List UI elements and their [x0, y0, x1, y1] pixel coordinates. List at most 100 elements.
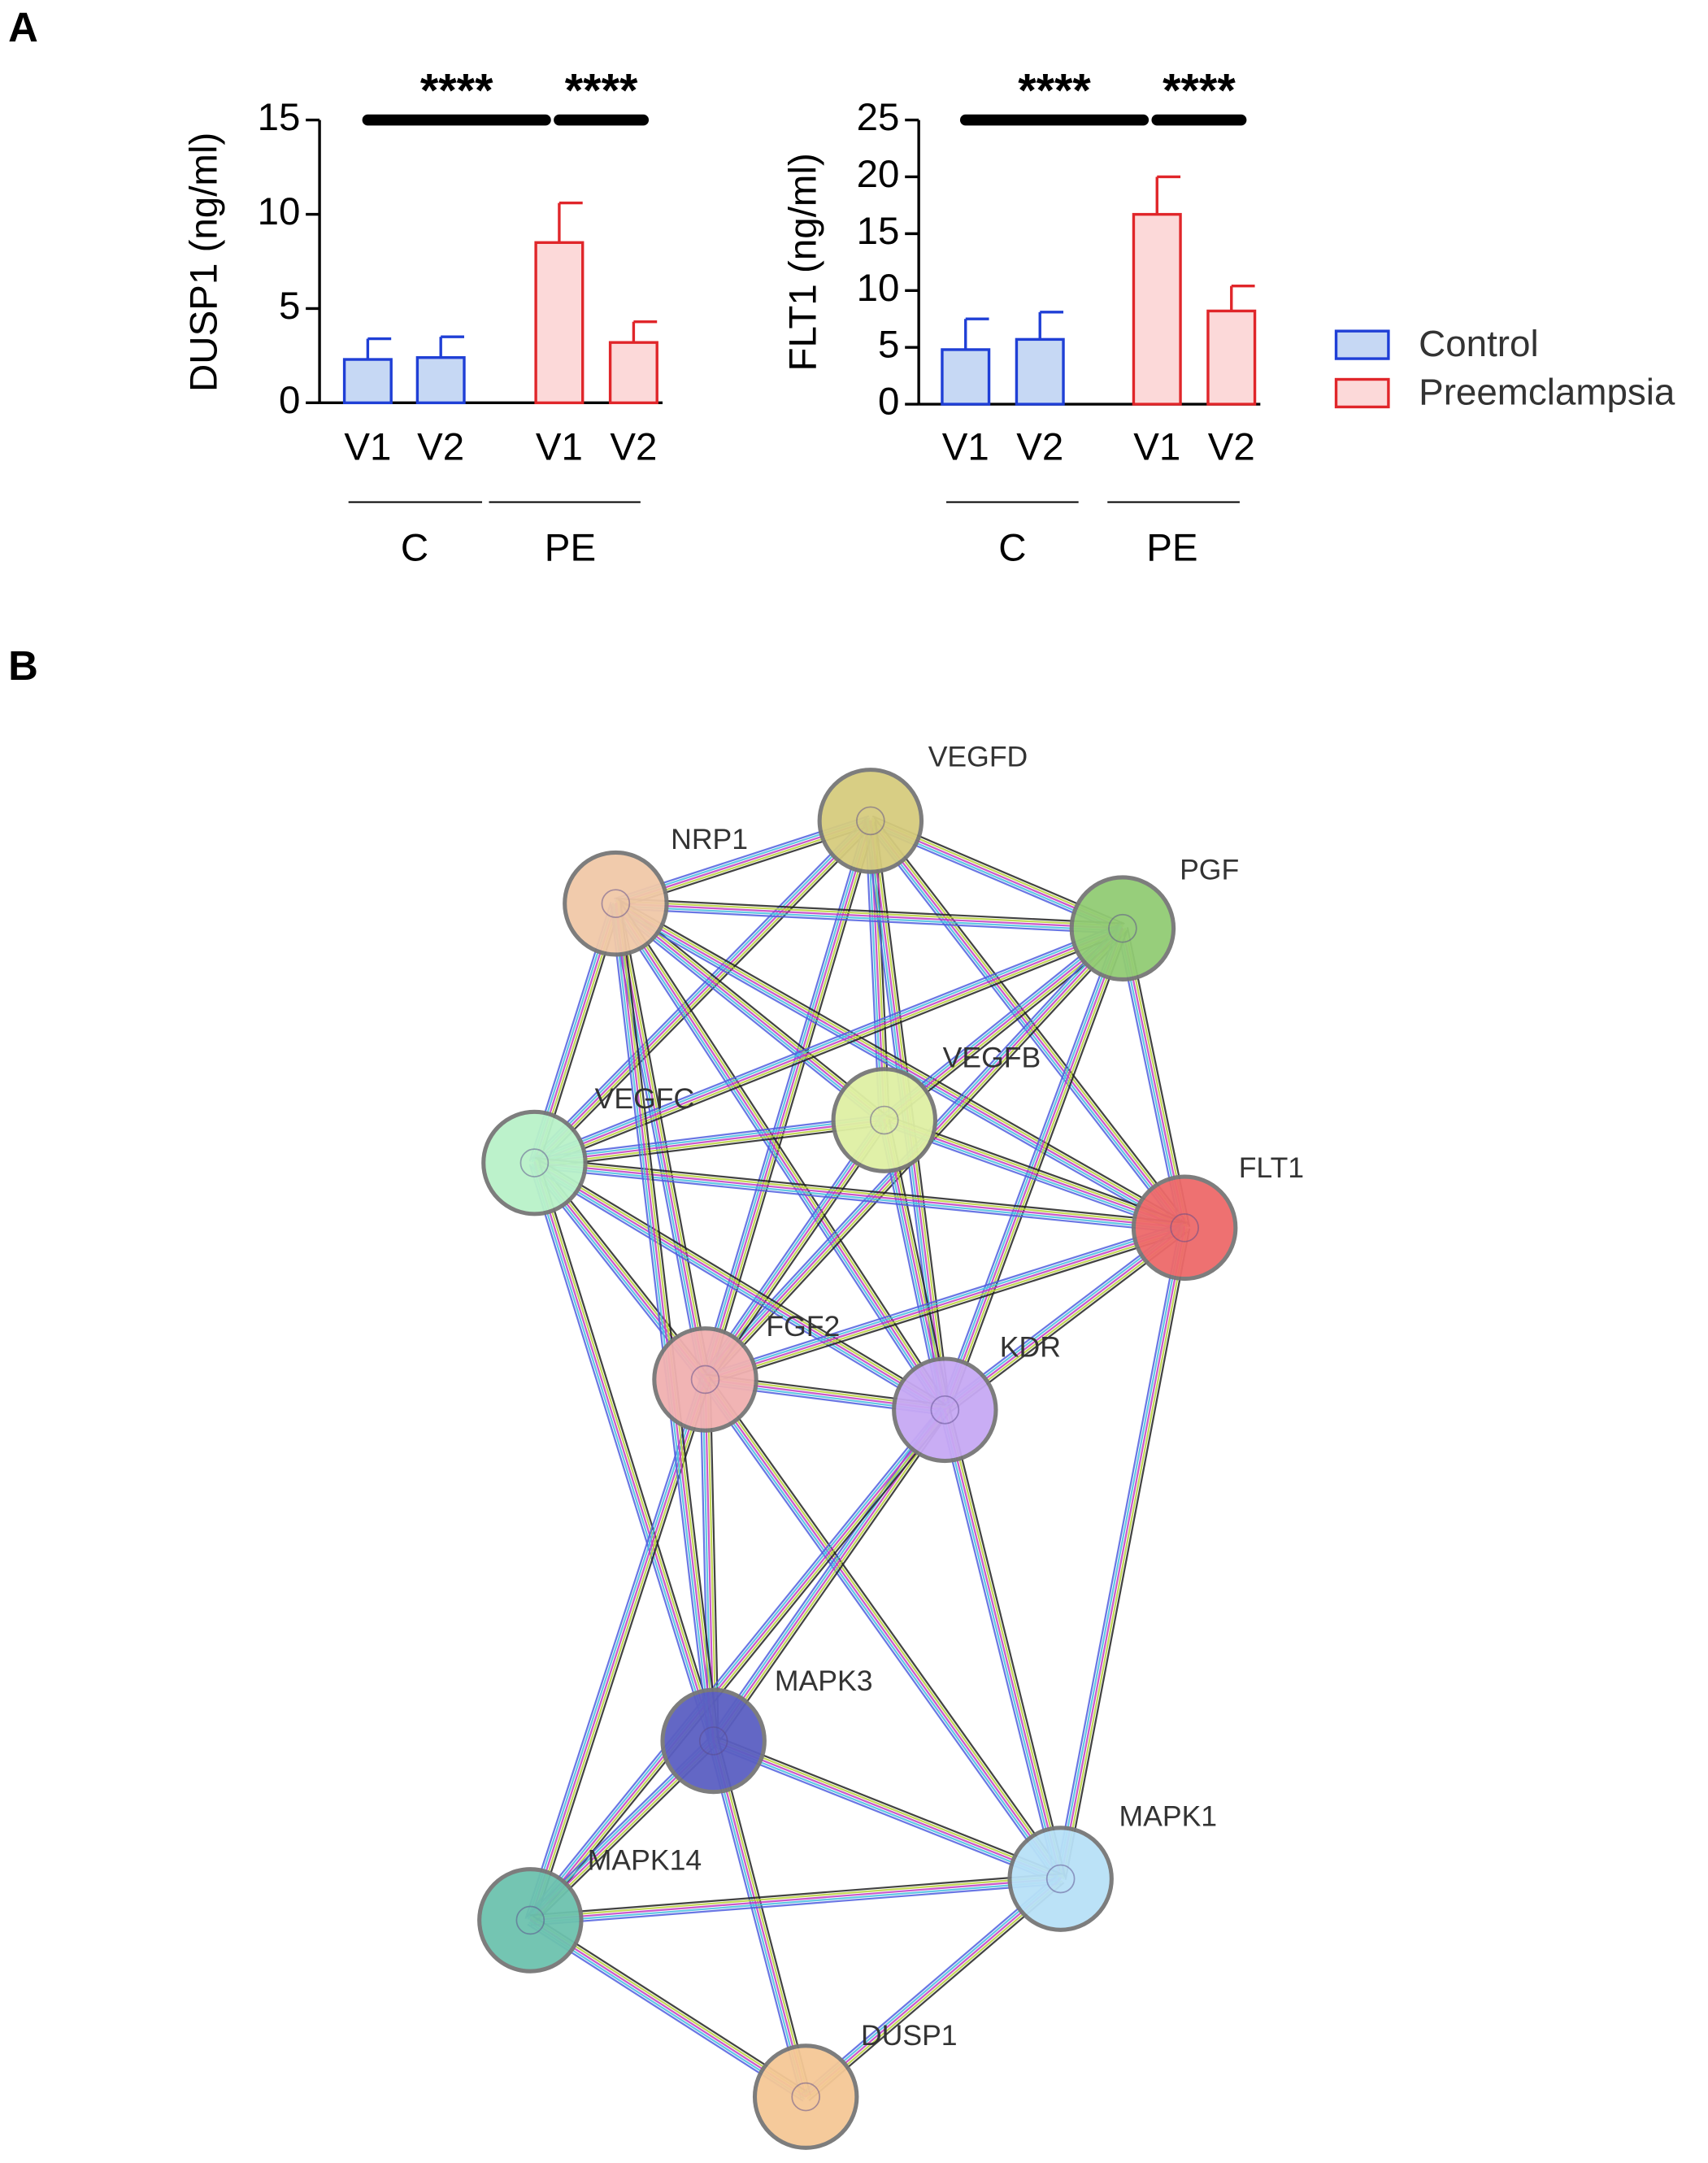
edge: [702, 1380, 1060, 1881]
bar: [1132, 212, 1182, 406]
y-tick-label: 25: [857, 96, 900, 139]
edge: [611, 907, 882, 1125]
edge: [703, 1221, 1184, 1376]
legend-label: Preemclampsia: [1419, 371, 1675, 412]
node: [831, 1067, 938, 1173]
edge: [532, 1915, 810, 2094]
edge: [534, 1380, 711, 1922]
legend-swatch: [1334, 329, 1390, 360]
y-tick-label: 0: [279, 379, 300, 422]
node-label: VEGFB: [943, 1041, 1041, 1073]
edge: [534, 927, 1123, 1164]
significance-label: ****: [1163, 65, 1236, 117]
x-tick-label: V1: [536, 426, 583, 469]
edge: [708, 1376, 1066, 1877]
x-tick-label: V1: [942, 426, 989, 469]
significance-label: ****: [565, 65, 638, 117]
edge: [532, 925, 1123, 1162]
node: [481, 1109, 588, 1216]
node-inner: [601, 889, 631, 918]
group-label: C: [401, 526, 428, 569]
edge: [946, 1408, 1064, 1879]
edge: [619, 902, 711, 1379]
edge: [530, 1880, 1061, 1924]
edge: [616, 900, 1187, 1227]
y-tick-label: 15: [857, 210, 900, 253]
edge: [706, 1231, 1187, 1386]
edge: [535, 929, 1124, 1166]
y-tick-label: 5: [279, 285, 300, 328]
edge: [617, 901, 948, 1409]
edge: [704, 1378, 1062, 1880]
edge: [884, 1116, 1186, 1226]
edge: [530, 1878, 1061, 1921]
edge: [535, 1160, 947, 1409]
edge: [617, 903, 717, 1741]
node-inner: [515, 1905, 545, 1935]
node-inner: [856, 806, 885, 836]
x-tick-label: V2: [1208, 426, 1255, 469]
bar-group: Preemclampsia: [1132, 175, 1182, 406]
edge: [612, 903, 712, 1742]
edge: [528, 1408, 944, 1920]
edge: [884, 1119, 1185, 1229]
edge: [714, 1738, 1063, 1878]
edge: [530, 1875, 1061, 1919]
node: [892, 1356, 998, 1464]
node-inner: [869, 1105, 899, 1135]
edge: [615, 900, 1123, 927]
edge: [615, 907, 1123, 934]
edge: [712, 1742, 1060, 1882]
edge: [808, 1882, 1065, 2102]
node-label: KDR: [1000, 1330, 1061, 1363]
edge: [706, 1377, 1064, 1878]
node-inner: [791, 2082, 820, 2112]
edge: [533, 1162, 945, 1411]
y-tick-label: 15: [258, 96, 301, 139]
node: [477, 1867, 584, 1974]
node: [652, 1326, 758, 1433]
node: [1007, 1826, 1114, 1932]
y-tick-label: 0: [878, 381, 899, 424]
edge: [615, 903, 1123, 929]
bar-group: Control: [415, 335, 466, 405]
edge: [533, 1412, 950, 1924]
edge: [712, 1740, 807, 2097]
node: [563, 850, 669, 957]
group-label: PE: [1146, 526, 1197, 569]
node-label: MAPK14: [588, 1844, 702, 1877]
bar-group: Control: [342, 337, 393, 405]
edge: [706, 1379, 717, 1741]
edge: [873, 816, 1189, 1225]
x-tick-label: V1: [344, 426, 391, 469]
edge: [527, 1378, 704, 1920]
edge: [616, 900, 887, 1119]
node: [817, 768, 924, 874]
edge: [949, 1408, 1067, 1878]
significance-label: ****: [420, 65, 493, 117]
edge: [882, 1124, 1184, 1234]
bar-group: Preemclampsia: [1206, 284, 1257, 406]
node-label: VEGFC: [595, 1082, 695, 1115]
node-inner: [698, 1726, 728, 1756]
node: [1131, 1174, 1238, 1282]
edge: [715, 1739, 810, 2097]
group-label: C: [998, 526, 1026, 569]
edge: [534, 1159, 1185, 1226]
edge: [532, 922, 1122, 1160]
edge: [615, 903, 1185, 1229]
edge: [537, 823, 875, 1168]
edge: [1064, 1228, 1191, 1880]
edge: [944, 1409, 1062, 1879]
edge: [535, 1124, 885, 1169]
edge: [805, 1878, 1062, 2098]
node-label: PGF: [1180, 854, 1239, 886]
edge: [532, 1380, 709, 1921]
edge: [529, 1409, 946, 1921]
edge: [802, 1874, 1058, 2094]
edge: [530, 816, 868, 1160]
node-label: VEGFD: [928, 740, 1028, 772]
edge: [533, 1162, 715, 1742]
edge: [531, 1917, 808, 2096]
